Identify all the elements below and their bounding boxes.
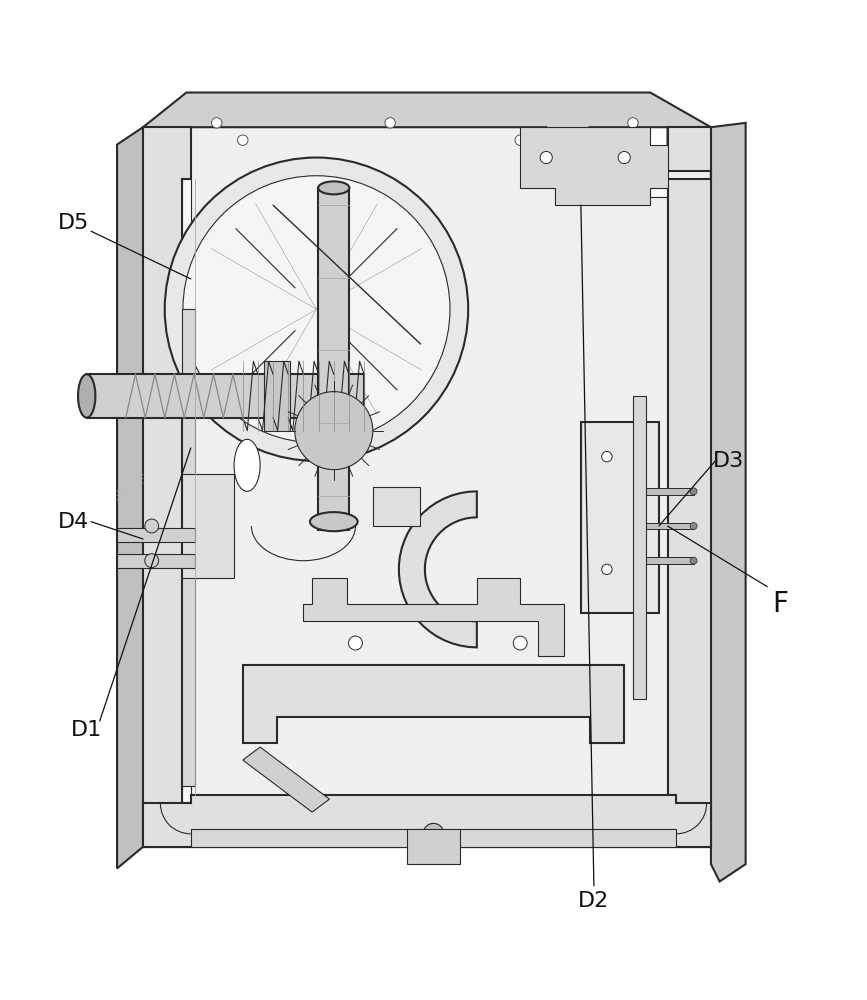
Bar (581, 422, 659, 613)
Text: D4: D4 (58, 512, 89, 532)
Bar (117, 528, 195, 542)
Polygon shape (143, 93, 711, 171)
Circle shape (515, 135, 525, 145)
Bar (87, 374, 364, 418)
Circle shape (628, 118, 638, 128)
Circle shape (423, 823, 444, 844)
Polygon shape (243, 665, 624, 743)
Polygon shape (143, 127, 711, 847)
Ellipse shape (318, 181, 349, 194)
Polygon shape (117, 127, 143, 868)
Ellipse shape (78, 374, 95, 418)
Text: F: F (772, 590, 788, 618)
Ellipse shape (234, 439, 260, 491)
Polygon shape (243, 747, 329, 812)
Text: D2: D2 (578, 891, 610, 911)
Bar (373, 487, 420, 526)
Circle shape (295, 392, 373, 470)
Text: D5: D5 (58, 213, 89, 233)
Circle shape (540, 151, 552, 164)
Circle shape (602, 451, 612, 462)
Text: D1: D1 (71, 720, 102, 740)
Circle shape (145, 519, 159, 533)
Polygon shape (711, 123, 746, 881)
Bar (117, 554, 195, 568)
Circle shape (513, 636, 527, 650)
Polygon shape (399, 491, 477, 647)
Polygon shape (668, 127, 711, 847)
Polygon shape (520, 127, 668, 205)
Bar (182, 474, 234, 578)
Bar (642, 488, 694, 495)
Polygon shape (143, 127, 191, 847)
Circle shape (165, 158, 468, 461)
Bar (182, 309, 195, 786)
Circle shape (690, 557, 697, 564)
Circle shape (690, 523, 697, 529)
Polygon shape (143, 795, 711, 847)
Bar (642, 523, 694, 529)
Circle shape (212, 118, 222, 128)
Bar (264, 361, 290, 431)
Bar (642, 557, 694, 564)
Circle shape (145, 554, 159, 568)
Circle shape (385, 118, 395, 128)
Circle shape (690, 488, 697, 495)
Circle shape (183, 176, 450, 443)
Bar (633, 396, 646, 699)
Circle shape (238, 135, 248, 145)
Text: D3: D3 (713, 451, 744, 471)
Ellipse shape (310, 512, 357, 531)
Circle shape (349, 636, 362, 650)
Circle shape (602, 564, 612, 575)
Circle shape (618, 151, 630, 164)
Polygon shape (303, 578, 564, 656)
Polygon shape (182, 179, 676, 803)
Bar (318, 188, 349, 530)
Bar (407, 829, 460, 864)
Polygon shape (191, 829, 676, 847)
